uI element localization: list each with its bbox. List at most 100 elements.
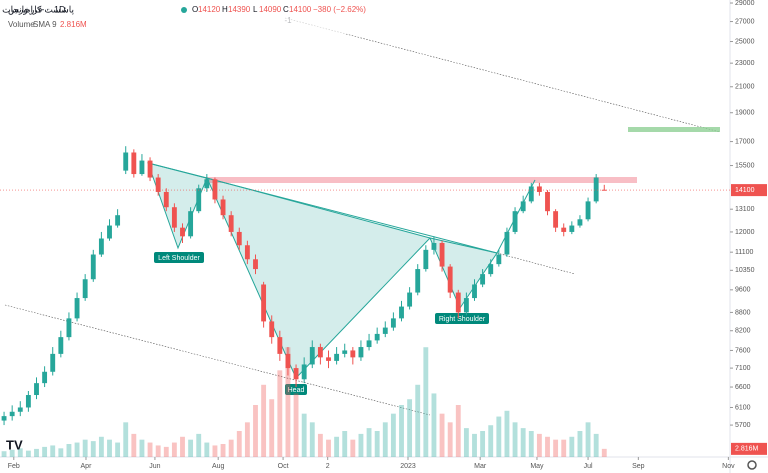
candle-body	[228, 215, 234, 232]
volume-bar	[204, 442, 210, 457]
candle-body	[34, 383, 39, 396]
volume-bar	[431, 393, 437, 457]
candle-body	[439, 242, 445, 267]
volume-tag-label: 2.816M	[735, 446, 759, 453]
volume-bar	[366, 428, 372, 457]
y-tick-label: 6100	[735, 404, 751, 411]
candle-body	[301, 364, 307, 380]
candle-body	[317, 347, 323, 358]
volume-bar	[593, 433, 599, 457]
volume-bar	[42, 446, 48, 457]
candle-body	[415, 269, 421, 293]
candle-body	[131, 152, 137, 175]
x-tick-label: Aug	[212, 463, 225, 470]
candle-body	[342, 350, 348, 354]
x-tick-label: Oct	[278, 463, 289, 470]
volume-bar	[253, 405, 258, 457]
y-tick-label: 8200	[735, 328, 751, 335]
y-tick-label: 29000	[735, 0, 755, 7]
candle-body	[155, 177, 161, 192]
candle-body	[17, 407, 23, 412]
candle-body	[123, 152, 129, 171]
volume-bar	[317, 433, 323, 457]
volume-bar	[463, 428, 469, 457]
volume-bar	[390, 413, 396, 457]
volume-bar	[196, 433, 202, 457]
ohlc-value: 14100	[289, 5, 312, 14]
volume-bar	[228, 439, 234, 457]
candle-body	[536, 186, 542, 192]
candle-body	[212, 179, 218, 200]
separator: ·	[66, 4, 69, 14]
ohlc-value: 14390	[228, 5, 251, 14]
volume-bar	[350, 439, 356, 457]
y-tick-label: 10350	[735, 267, 755, 274]
candle-body	[293, 368, 299, 380]
volume-bar	[1, 451, 7, 457]
volume-bar	[17, 448, 23, 457]
candle-body	[236, 231, 242, 246]
settings-icon[interactable]	[747, 460, 757, 470]
volume-sma-title: SMA 9	[33, 20, 57, 29]
candle-body	[42, 371, 48, 384]
candle-body	[115, 215, 121, 226]
resistance-zone	[205, 177, 637, 183]
volume-bar	[74, 442, 80, 457]
volume-bar	[123, 422, 129, 457]
volume-bar	[585, 422, 591, 457]
x-tick-label: 2	[326, 463, 330, 470]
volume-bar	[374, 431, 380, 457]
volume-title: Volume	[8, 20, 35, 29]
candle-body	[431, 242, 437, 250]
volume-bar	[528, 431, 534, 457]
candle-body	[269, 321, 275, 338]
volume-bar	[512, 422, 518, 457]
candle-body	[277, 337, 283, 354]
candle-body	[593, 177, 599, 202]
volume-bar	[455, 405, 461, 457]
channel-line	[4, 304, 431, 416]
candle-body	[520, 201, 526, 212]
y-tick-label: 11100	[735, 249, 754, 256]
ohlc-key: C	[283, 5, 289, 14]
volume-bar	[180, 436, 185, 457]
candle-body	[309, 347, 315, 365]
candle-body	[382, 327, 388, 334]
candle-body	[423, 249, 429, 270]
header-bg	[0, 0, 360, 34]
x-tick-label: 2023	[400, 463, 416, 470]
neckline-extension	[496, 252, 576, 275]
volume-bar	[155, 445, 161, 457]
volume-bar	[407, 399, 413, 457]
ohlc-change: −380 (−2.62%)	[313, 5, 366, 14]
candle-body	[447, 266, 453, 293]
candle-body	[390, 318, 396, 328]
neckline	[147, 162, 498, 254]
head-shape	[206, 177, 431, 379]
volume-bar	[561, 439, 567, 457]
candle-body	[58, 337, 64, 354]
volume-bar	[50, 445, 56, 457]
y-tick-label: 21000	[735, 84, 755, 91]
candle-body	[147, 160, 153, 178]
candle-body	[512, 211, 518, 232]
ohlc-key: H	[222, 5, 228, 14]
ohlc-key: O	[192, 5, 198, 14]
candle-body	[504, 231, 510, 255]
candle-body	[98, 238, 104, 255]
volume-bar	[415, 384, 421, 457]
candle-body	[25, 395, 31, 408]
volume-bar	[277, 370, 283, 457]
ohlc-value: 14120	[198, 5, 221, 14]
candle-body	[488, 264, 494, 275]
ohlc-key: L	[253, 5, 258, 14]
x-tick-label: Jul	[584, 463, 593, 470]
candle-body	[358, 347, 364, 358]
y-tick-label: 7100	[735, 365, 751, 372]
x-tick-label: Feb	[8, 463, 20, 470]
volume-bar	[423, 347, 429, 457]
volume-bar	[399, 405, 404, 457]
candle-body	[90, 254, 96, 280]
